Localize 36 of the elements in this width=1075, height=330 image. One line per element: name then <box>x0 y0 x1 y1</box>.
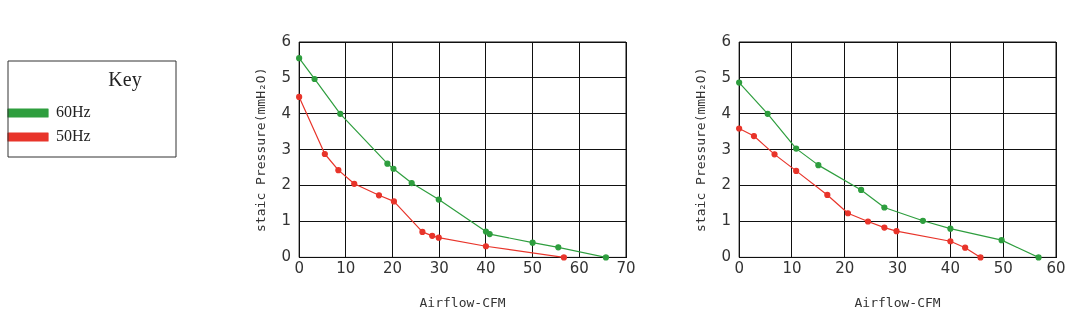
x-tick-label: 40 <box>476 259 496 278</box>
y-axis-title: staic Pressure(mmH₂O) <box>693 67 709 232</box>
y-tick-label: 1 <box>281 211 292 230</box>
x-tick-label: 30 <box>429 259 449 278</box>
y-tick-label: 4 <box>281 103 292 122</box>
x-tick-label: 0 <box>734 259 744 278</box>
y-tick-label: 3 <box>721 139 732 158</box>
x-tick-label: 60 <box>569 259 589 278</box>
x-tick-label: 50 <box>523 259 543 278</box>
y-tick-label: 0 <box>721 247 732 266</box>
y-tick-label: 0 <box>281 247 292 266</box>
y-tick-label: 4 <box>721 103 732 122</box>
x-axis-title: Airflow-CFM <box>419 294 506 310</box>
y-tick-label: 3 <box>281 139 292 158</box>
legend-title: Key <box>108 68 142 92</box>
x-tick-label: 10 <box>782 259 802 278</box>
y-tick-label: 2 <box>281 175 292 194</box>
x-tick-label: 40 <box>940 259 960 278</box>
x-tick-label: 50 <box>993 259 1013 278</box>
y-tick-label: 6 <box>281 31 292 50</box>
x-tick-label: 10 <box>336 259 356 278</box>
y-tick-label: 6 <box>721 31 732 50</box>
x-tick-label: 0 <box>294 259 304 278</box>
legend-label: 50Hz <box>56 127 91 145</box>
x-tick-label: 70 <box>616 259 636 278</box>
x-tick-label: 20 <box>835 259 855 278</box>
y-tick-label: 5 <box>721 67 732 86</box>
x-tick-label: 20 <box>382 259 403 278</box>
x-tick-label: 30 <box>888 259 908 278</box>
x-axis-title: Airflow-CFM <box>854 294 941 310</box>
y-tick-label: 1 <box>721 211 732 230</box>
y-tick-label: 2 <box>721 175 732 194</box>
y-tick-label: 5 <box>281 67 292 86</box>
x-tick-label: 60 <box>1046 259 1066 278</box>
y-axis-title: staic Pressure(mmH₂O) <box>253 67 269 232</box>
legend-label: 60Hz <box>56 103 91 121</box>
